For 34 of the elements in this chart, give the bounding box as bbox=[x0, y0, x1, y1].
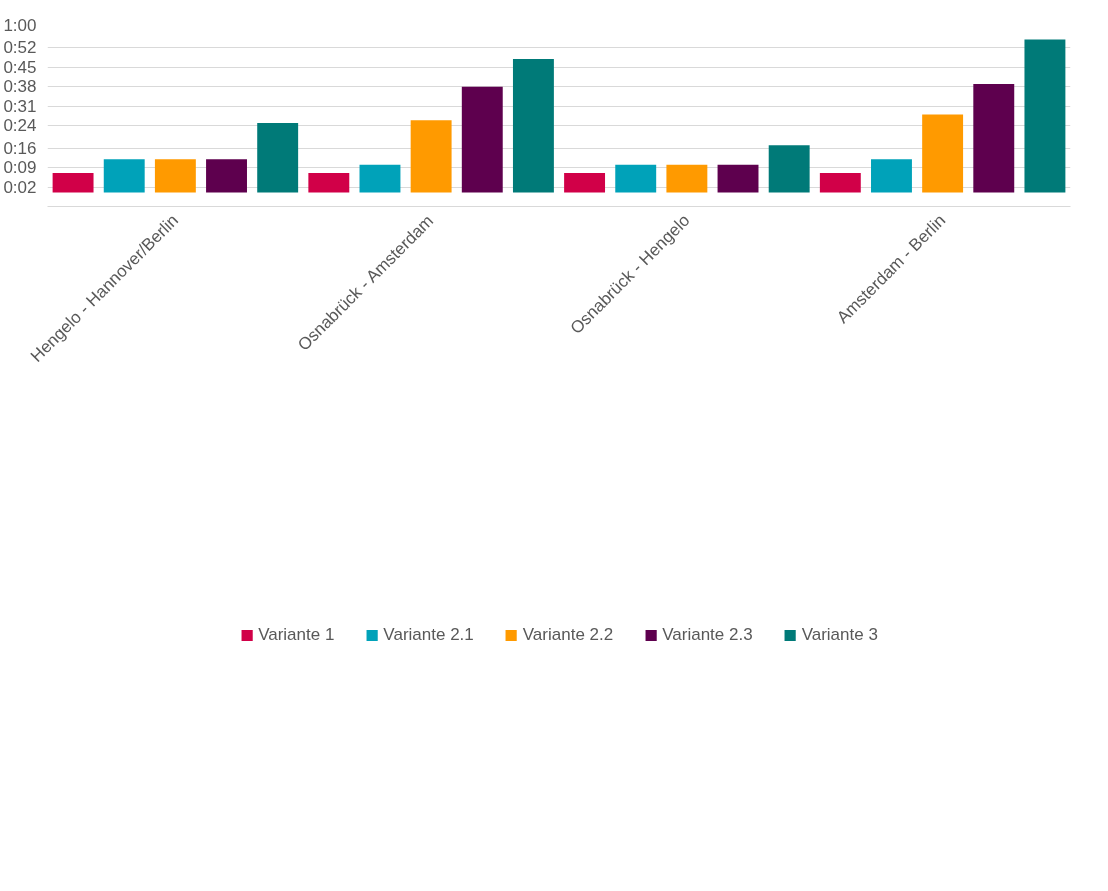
legend-label: Variante 1 bbox=[258, 625, 335, 645]
y-tick-label: 0:31 bbox=[3, 96, 37, 116]
y-tick-label: 0:16 bbox=[3, 138, 37, 158]
y-tick-label: 0:02 bbox=[3, 177, 37, 197]
legend-label: Variante 2.3 bbox=[662, 625, 753, 645]
y-tick-label: 0:52 bbox=[3, 38, 37, 58]
legend-label: Variante 2.1 bbox=[383, 625, 474, 645]
bar bbox=[973, 83, 1015, 193]
bar bbox=[410, 120, 452, 193]
bar bbox=[52, 173, 94, 193]
bar bbox=[666, 164, 708, 193]
bar bbox=[103, 159, 145, 193]
legend-label: Variante 2.2 bbox=[522, 625, 614, 645]
y-tick-label: 0:09 bbox=[3, 158, 37, 178]
bar bbox=[512, 58, 554, 193]
bar bbox=[461, 86, 503, 193]
bar bbox=[1024, 39, 1066, 193]
bar bbox=[257, 122, 299, 193]
bar bbox=[308, 173, 350, 193]
bar bbox=[154, 159, 196, 193]
bar bbox=[922, 114, 964, 193]
bar bbox=[359, 164, 401, 193]
bar bbox=[768, 145, 810, 193]
y-tick-label: 0:38 bbox=[3, 77, 37, 97]
legend-label: Variante 3 bbox=[801, 625, 878, 645]
bar bbox=[819, 173, 861, 193]
bar bbox=[871, 159, 912, 193]
y-tick-label: 1:00 bbox=[3, 16, 37, 35]
bar bbox=[615, 164, 657, 193]
bar bbox=[564, 173, 606, 193]
bar bbox=[717, 164, 759, 193]
y-tick-label: 0:24 bbox=[3, 116, 37, 136]
y-tick-label: 0:45 bbox=[3, 57, 37, 77]
bar bbox=[206, 159, 247, 193]
